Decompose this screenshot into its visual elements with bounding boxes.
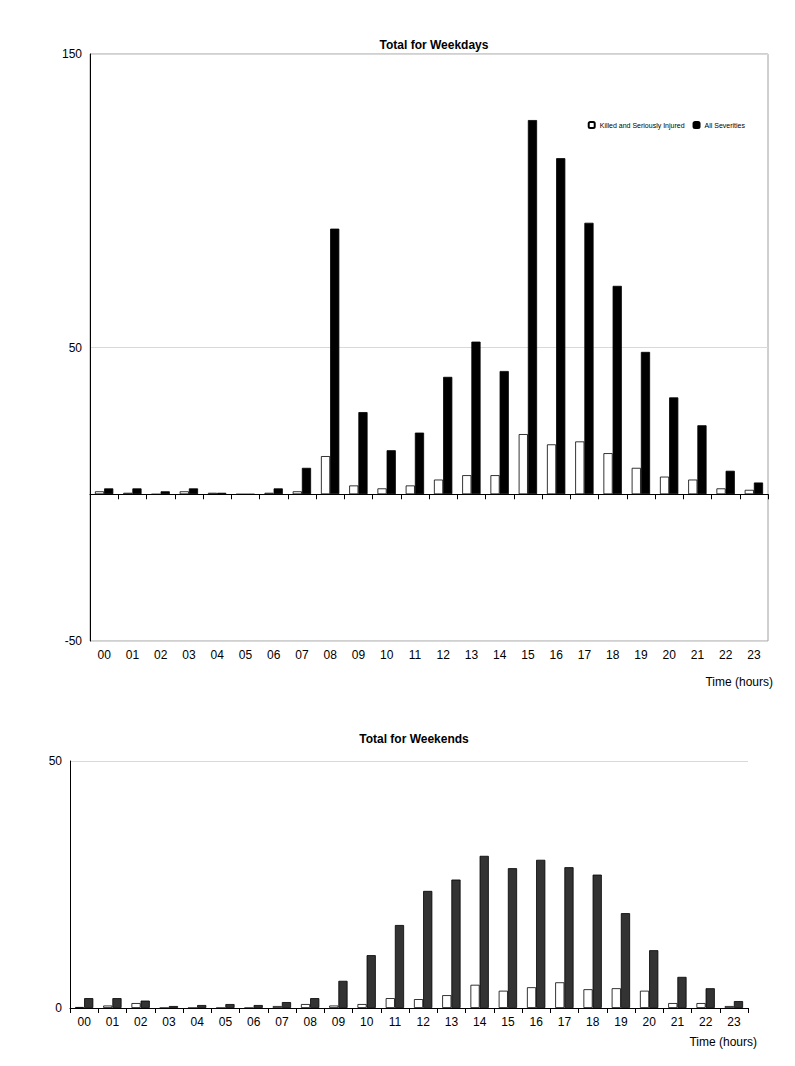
svg-text:-50: -50 <box>65 634 83 648</box>
svg-text:14: 14 <box>473 1015 487 1029</box>
svg-text:11: 11 <box>389 1015 402 1029</box>
svg-text:20: 20 <box>662 648 676 662</box>
svg-text:16: 16 <box>549 648 563 662</box>
svg-text:22: 22 <box>719 648 733 662</box>
svg-text:02: 02 <box>134 1015 148 1029</box>
svg-text:06: 06 <box>267 648 281 662</box>
svg-text:Total for Weekends: Total for Weekends <box>359 732 469 746</box>
svg-text:04: 04 <box>210 648 224 662</box>
svg-text:23: 23 <box>727 1015 741 1029</box>
svg-text:09: 09 <box>352 648 366 662</box>
svg-text:01: 01 <box>106 1015 120 1029</box>
svg-text:19: 19 <box>634 648 648 662</box>
svg-text:21: 21 <box>671 1015 685 1029</box>
svg-text:02: 02 <box>154 648 168 662</box>
svg-text:13: 13 <box>465 648 479 662</box>
svg-text:05: 05 <box>219 1015 233 1029</box>
svg-text:09: 09 <box>332 1015 346 1029</box>
svg-text:00: 00 <box>77 1015 91 1029</box>
svg-text:11: 11 <box>409 648 422 662</box>
svg-text:18: 18 <box>606 648 620 662</box>
svg-text:06: 06 <box>247 1015 261 1029</box>
svg-text:17: 17 <box>558 1015 572 1029</box>
svg-text:17: 17 <box>578 648 592 662</box>
svg-text:01: 01 <box>126 648 140 662</box>
svg-text:10: 10 <box>380 648 394 662</box>
svg-text:Killed and Seriously Injured: Killed and Seriously Injured <box>600 122 685 130</box>
svg-text:13: 13 <box>445 1015 459 1029</box>
svg-text:04: 04 <box>190 1015 204 1029</box>
svg-text:22: 22 <box>699 1015 713 1029</box>
svg-text:03: 03 <box>162 1015 176 1029</box>
svg-text:08: 08 <box>303 1015 317 1029</box>
svg-text:15: 15 <box>501 1015 515 1029</box>
svg-text:Total for Weekdays: Total for Weekdays <box>380 38 489 52</box>
svg-text:16: 16 <box>529 1015 543 1029</box>
svg-text:150: 150 <box>62 47 82 61</box>
svg-text:15: 15 <box>521 648 535 662</box>
svg-text:07: 07 <box>275 1015 289 1029</box>
svg-text:Time (hours): Time (hours) <box>689 1035 757 1049</box>
svg-text:19: 19 <box>614 1015 628 1029</box>
svg-text:23: 23 <box>747 648 761 662</box>
svg-text:Time (hours): Time (hours) <box>705 675 773 689</box>
svg-text:20: 20 <box>642 1015 656 1029</box>
svg-text:18: 18 <box>586 1015 600 1029</box>
svg-text:08: 08 <box>323 648 337 662</box>
svg-text:03: 03 <box>182 648 196 662</box>
svg-text:05: 05 <box>239 648 253 662</box>
svg-text:07: 07 <box>295 648 309 662</box>
svg-text:14: 14 <box>493 648 507 662</box>
svg-text:10: 10 <box>360 1015 374 1029</box>
svg-text:21: 21 <box>691 648 705 662</box>
svg-text:12: 12 <box>416 1015 430 1029</box>
svg-text:12: 12 <box>436 648 450 662</box>
svg-text:All Severities: All Severities <box>705 122 746 129</box>
svg-text:50: 50 <box>69 341 83 355</box>
svg-text:50: 50 <box>49 754 63 768</box>
svg-text:00: 00 <box>97 648 111 662</box>
svg-text:0: 0 <box>55 1001 62 1015</box>
